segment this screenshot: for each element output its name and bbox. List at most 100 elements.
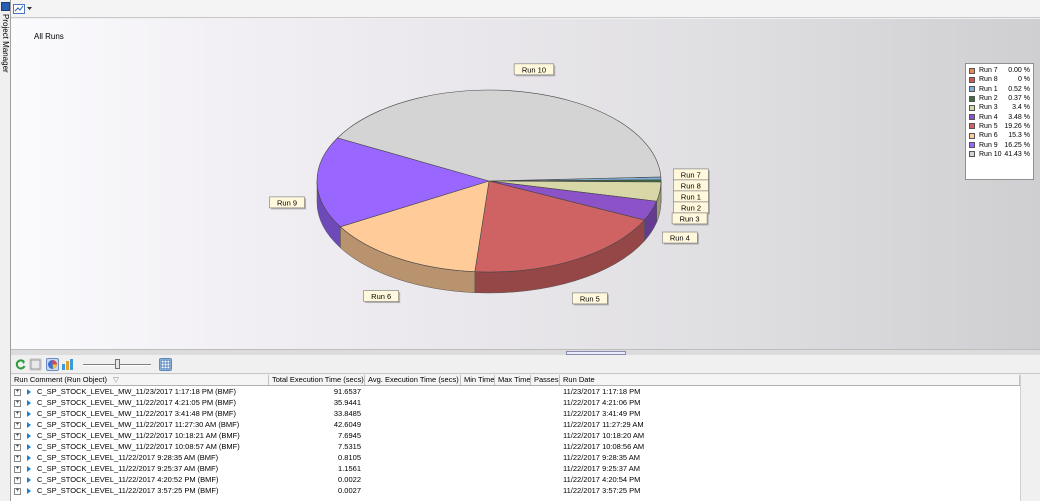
pie-slice-run-9[interactable] (316, 137, 491, 228)
export-button[interactable] (159, 358, 172, 371)
expand-icon[interactable]: + (14, 388, 21, 396)
pie-label-box (572, 292, 608, 305)
expand-icon[interactable]: + (14, 476, 21, 484)
export-grid-icon (160, 359, 171, 370)
expand-icon[interactable]: + (14, 487, 21, 495)
pie-label-text: Run 7 (681, 170, 701, 179)
column-header-min-time[interactable]: Min Time (461, 375, 495, 385)
min-time-cell (461, 419, 495, 430)
legend-entry: Run 6 15.3 % (969, 131, 1030, 140)
expand-icon[interactable]: + (14, 399, 21, 407)
legend-entry: Run 9 16.25 % (969, 140, 1030, 149)
pie-label-box (363, 290, 399, 302)
legend-swatch (969, 86, 975, 93)
expand-icon[interactable]: + (14, 465, 21, 473)
column-header-total-time[interactable]: Total Execution Time (secs) (269, 375, 365, 385)
run-comment-cell: + C_SP_STOCK_LEVEL_MW_11/23/2017 1:17:18 … (14, 387, 236, 396)
run-date-cell: 11/22/2017 3:57:25 PM (563, 486, 641, 495)
legend-entry: Run 3 3.4 % (969, 103, 1030, 112)
run-object-icon (27, 455, 31, 462)
grid-toolbar (11, 355, 1040, 374)
expand-icon[interactable]: + (14, 443, 21, 451)
legend-percent: 0 % (1017, 76, 1030, 84)
pie-slice-run-10[interactable] (336, 89, 662, 182)
bar-chart-view-button[interactable] (61, 358, 74, 371)
panel-splitter[interactable] (11, 349, 1040, 355)
filter-icon[interactable]: ▽ (113, 375, 119, 384)
min-time-cell (461, 452, 495, 463)
run-comment-cell: + C_SP_STOCK_LEVEL_11/22/2017 4:20:52 PM … (14, 475, 219, 484)
max-time-cell (495, 463, 531, 474)
passes-cell (531, 452, 560, 463)
passes-cell (531, 463, 560, 474)
zoom-slider-thumb[interactable] (115, 359, 120, 369)
disabled-tool-button[interactable] (29, 358, 42, 371)
pie-label-text: Run 1 (681, 192, 701, 201)
legend-name: Run 8 (979, 76, 998, 84)
run-object-icon (27, 422, 31, 429)
pie-label-run-10: Run 10 (513, 63, 556, 77)
avg-time-cell (365, 408, 461, 419)
table-row[interactable]: + C_SP_STOCK_LEVEL_MW_11/22/2017 10:08:57… (11, 441, 1020, 452)
column-header-run-date[interactable]: Run Date (560, 375, 1020, 385)
pie-chart-view-button[interactable] (46, 358, 59, 371)
splitter-grip[interactable] (566, 351, 626, 355)
run-date-cell: 11/22/2017 4:21:06 PM (563, 398, 641, 407)
pie-slice-run-5[interactable] (474, 180, 645, 273)
vertical-scrollbar[interactable] (1020, 375, 1040, 501)
pie-label-run-8: Run 8 (672, 179, 710, 193)
legend-entry: Run 8 0 % (969, 75, 1030, 84)
chart-options-dropdown[interactable] (13, 2, 35, 16)
table-row[interactable]: + C_SP_STOCK_LEVEL_11/22/2017 9:25:37 AM … (11, 463, 1020, 474)
pie-slice-run-6[interactable] (339, 180, 490, 273)
column-header-max-time[interactable]: Max Time (495, 375, 531, 385)
column-header-passes[interactable]: Passes (531, 375, 560, 385)
run-object-icon (27, 400, 31, 407)
pie-label-text: Run 10 (522, 65, 546, 74)
legend-percent: 0.52 % (1008, 85, 1030, 93)
table-row[interactable]: + C_SP_STOCK_LEVEL_MW_11/22/2017 11:27:30… (11, 419, 1020, 430)
column-header-avg-time[interactable]: Avg. Execution Time (secs) (365, 375, 461, 385)
refresh-button[interactable] (14, 358, 27, 371)
avg-time-cell (365, 397, 461, 408)
legend-swatch (969, 95, 975, 102)
expand-icon[interactable]: + (14, 454, 21, 462)
total-time-cell: 7.5315 (338, 442, 361, 451)
pie-label-run-7: Run 7 (672, 168, 710, 182)
project-manager-tab[interactable]: Project Manager (0, 0, 11, 501)
column-header-run-comment[interactable]: Run Comment (Run Object) ▽ (11, 375, 269, 385)
passes-cell (531, 386, 560, 397)
project-manager-icon (1, 2, 10, 11)
table-row[interactable]: + C_SP_STOCK_LEVEL_11/22/2017 4:20:52 PM … (11, 474, 1020, 485)
grid-header: Run Comment (Run Object) ▽ Total Executi… (11, 375, 1020, 386)
expand-icon[interactable]: + (14, 421, 21, 429)
avg-time-cell (365, 419, 461, 430)
pie-label-run-6: Run 6 (363, 290, 401, 304)
pie-label-text: Run 3 (680, 214, 700, 223)
table-row[interactable]: + C_SP_STOCK_LEVEL_MW_11/22/2017 3:41:48 … (11, 408, 1020, 419)
passes-cell (531, 485, 560, 496)
passes-cell (531, 441, 560, 452)
legend-entry: Run 7 0.00 % (969, 66, 1030, 75)
expand-icon[interactable]: + (14, 432, 21, 440)
legend-percent: 0.00 % (1008, 67, 1030, 75)
expand-icon[interactable]: + (14, 410, 21, 418)
pie-label-run-1: Run 1 (673, 190, 710, 204)
table-row[interactable]: + C_SP_STOCK_LEVEL_11/22/2017 3:57:25 PM … (11, 485, 1020, 496)
total-time-cell: 91.6537 (333, 387, 361, 396)
legend-percent: 3.4 % (1012, 104, 1030, 112)
passes-cell (531, 430, 560, 441)
min-time-cell (461, 386, 495, 397)
table-row[interactable]: + C_SP_STOCK_LEVEL_MW_11/22/2017 4:21:05 … (11, 397, 1020, 408)
total-time-cell: 0.8105 (338, 453, 361, 462)
legend-percent: 19.26 % (1004, 122, 1030, 130)
legend-swatch (969, 142, 975, 149)
table-row[interactable]: + C_SP_STOCK_LEVEL_MW_11/22/2017 10:18:21… (11, 430, 1020, 441)
pie-label-box (662, 231, 698, 244)
run-object-icon (27, 466, 31, 473)
max-time-cell (495, 430, 531, 441)
total-time-cell: 1.1561 (338, 464, 361, 473)
table-row[interactable]: + C_SP_STOCK_LEVEL_11/22/2017 9:28:35 AM … (11, 452, 1020, 463)
pie-label-run-3: Run 3 (671, 212, 709, 226)
table-row[interactable]: + C_SP_STOCK_LEVEL_MW_11/23/2017 1:17:18 … (11, 386, 1020, 397)
